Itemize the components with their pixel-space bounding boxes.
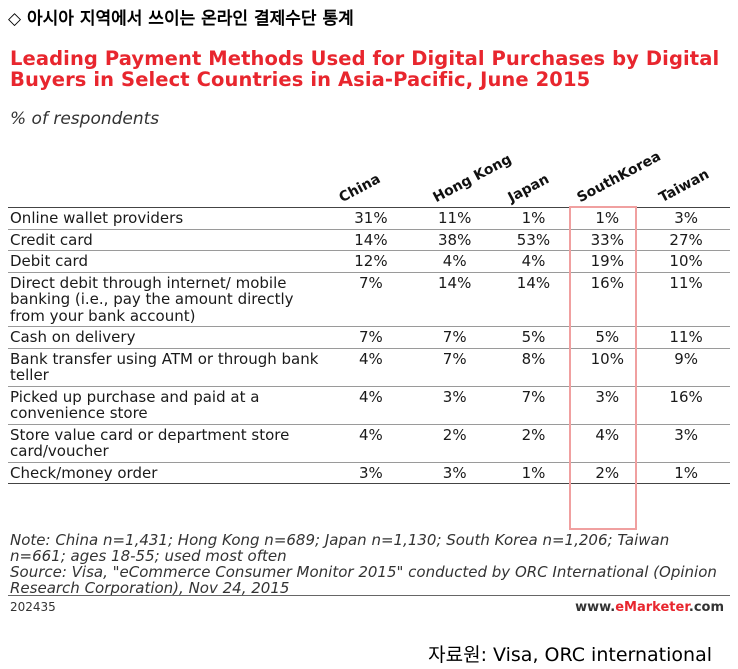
cell-hong-kong: 38% xyxy=(414,229,495,251)
row-label: Bank transfer using ATM or through bank … xyxy=(8,348,328,387)
source-text: Source: Visa, "eCommerce Consumer Monito… xyxy=(10,563,717,597)
table-row: Debit card 12% 4% 4% 19% 10% xyxy=(8,250,730,273)
table-row: Check/money order 3% 3% 1% 2% 1% xyxy=(8,462,730,484)
cell-taiwan: 3% xyxy=(642,424,730,463)
cell-hong-kong: 14% xyxy=(414,272,495,327)
cell-japan: 1% xyxy=(494,462,573,484)
cell-japan: 7% xyxy=(494,386,573,425)
cell-taiwan: 9% xyxy=(642,348,730,387)
cell-japan: 2% xyxy=(494,424,573,463)
chart-note: Note: China n=1,431; Hong Kong n=689; Ja… xyxy=(10,532,725,596)
cell-japan: 8% xyxy=(494,348,573,387)
data-table: Online wallet providers 31% 11% 1% 1% 3% Credi… xyxy=(8,207,730,484)
row-label: Direct debit through internet/ mobile ba… xyxy=(8,272,328,327)
cell-japan: 14% xyxy=(494,272,573,327)
table-row: Online wallet providers 31% 11% 1% 1% 3% xyxy=(8,207,730,230)
cell-japan: 5% xyxy=(494,326,573,349)
cell-china: 7% xyxy=(327,326,415,349)
footer-divider xyxy=(8,595,730,596)
cell-southkorea: 5% xyxy=(572,326,643,349)
chart-subtitle: % of respondents xyxy=(10,109,160,129)
cell-japan: 4% xyxy=(494,250,573,273)
brand-name: eMarketer xyxy=(615,600,689,615)
cell-hong-kong: 7% xyxy=(414,326,495,349)
cell-china: 3% xyxy=(327,462,415,484)
cell-china: 4% xyxy=(327,348,415,387)
cell-taiwan: 10% xyxy=(642,250,730,273)
chart-id: 202435 xyxy=(10,600,56,614)
cell-hong-kong: 7% xyxy=(414,348,495,387)
row-label: Check/money order xyxy=(8,462,328,484)
caption-source: 자료원: Visa, ORC international xyxy=(428,644,712,666)
row-label: Credit card xyxy=(8,229,328,251)
page-heading: ◇ 아시아 지역에서 쓰이는 온라인 결제수단 통계 xyxy=(8,9,354,29)
cell-taiwan: 3% xyxy=(642,207,730,230)
cell-southkorea: 4% xyxy=(572,424,643,463)
cell-hong-kong: 3% xyxy=(414,462,495,484)
cell-china: 12% xyxy=(327,250,415,273)
cell-hong-kong: 4% xyxy=(414,250,495,273)
cell-taiwan: 1% xyxy=(642,462,730,484)
row-label: Cash on delivery xyxy=(8,326,328,349)
cell-china: 31% xyxy=(327,207,415,230)
cell-taiwan: 16% xyxy=(642,386,730,425)
cell-japan: 53% xyxy=(494,229,573,251)
brand-prefix: www. xyxy=(575,600,616,615)
table-row: Picked up purchase and paid at a conveni… xyxy=(8,386,730,425)
cell-taiwan: 27% xyxy=(642,229,730,251)
cell-china: 7% xyxy=(327,272,415,327)
cell-southkorea: 10% xyxy=(572,348,643,387)
table-row: Direct debit through internet/ mobile ba… xyxy=(8,272,730,327)
table-row: Store value card or department store car… xyxy=(8,424,730,463)
cell-southkorea: 3% xyxy=(572,386,643,425)
cell-china: 14% xyxy=(327,229,415,251)
row-label: Store value card or department store car… xyxy=(8,424,328,463)
row-label: Online wallet providers xyxy=(8,207,328,230)
cell-hong-kong: 11% xyxy=(414,207,495,230)
cell-southkorea: 2% xyxy=(572,462,643,484)
cell-china: 4% xyxy=(327,386,415,425)
note-text: Note: China n=1,431; Hong Kong n=689; Ja… xyxy=(10,531,670,565)
cell-japan: 1% xyxy=(494,207,573,230)
emarketer-logo: www.eMarketer.com xyxy=(575,600,724,615)
cell-hong-kong: 2% xyxy=(414,424,495,463)
table-row: Cash on delivery 7% 7% 5% 5% 11% xyxy=(8,326,730,349)
row-label: Picked up purchase and paid at a conveni… xyxy=(8,386,328,425)
row-label: Debit card xyxy=(8,250,328,273)
brand-suffix: .com xyxy=(688,600,724,615)
cell-hong-kong: 3% xyxy=(414,386,495,425)
cell-southkorea: 1% xyxy=(572,207,643,230)
cell-taiwan: 11% xyxy=(642,326,730,349)
cell-southkorea: 33% xyxy=(572,229,643,251)
table-row: Bank transfer using ATM or through bank … xyxy=(8,348,730,387)
cell-southkorea: 16% xyxy=(572,272,643,327)
cell-southkorea: 19% xyxy=(572,250,643,273)
table-row: Credit card 14% 38% 53% 33% 27% xyxy=(8,229,730,251)
chart-title: Leading Payment Methods Used for Digital… xyxy=(10,47,720,91)
cell-china: 4% xyxy=(327,424,415,463)
cell-taiwan: 11% xyxy=(642,272,730,327)
